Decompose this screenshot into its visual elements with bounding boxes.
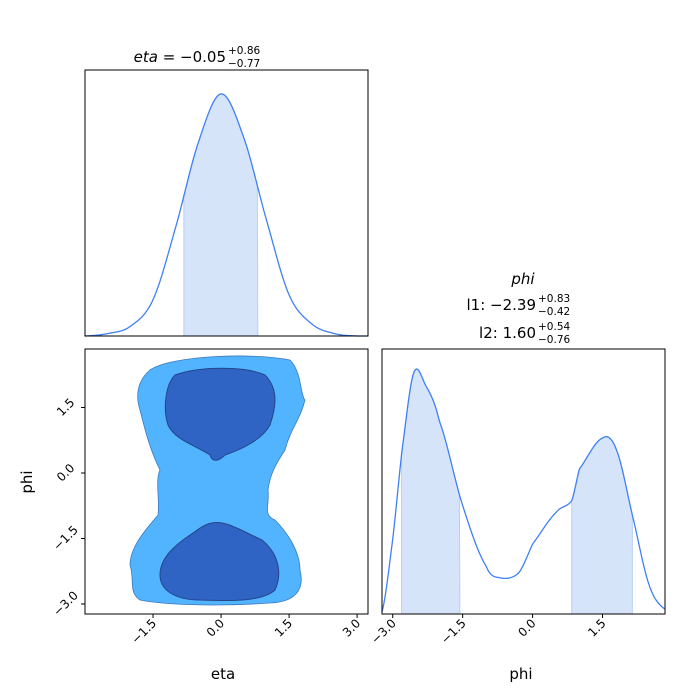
density-curve	[84, 93, 368, 337]
x-axis-label-phi: phi	[509, 665, 532, 683]
phi-l1-minus: −0.42	[538, 306, 570, 318]
eta-title: eta = −0.05	[134, 48, 226, 66]
phi-l1-plus: +0.83	[538, 293, 570, 305]
y-tick-label: 1.5	[54, 395, 77, 418]
x-tick-label: 1.5	[272, 616, 295, 639]
phi-title-l2: l2: 1.60	[479, 324, 536, 342]
density-curve	[381, 368, 665, 612]
phi-marginal-panel: −3.0 −1.5 0.0 1.5	[368, 348, 666, 647]
x-tick-label: 0.0	[204, 616, 227, 639]
credible-interval-fill	[571, 436, 633, 615]
x-axis-label-eta: eta	[211, 665, 235, 683]
x-tick-label: −1.5	[438, 616, 469, 647]
inner-contour-upper	[164, 367, 276, 461]
y-tick-label: 0.0	[54, 461, 77, 484]
x-tick-label: −3.0	[368, 616, 399, 647]
y-tick-label: −1.5	[50, 523, 81, 554]
axes-frame	[381, 348, 666, 615]
credible-interval-fill	[401, 368, 461, 615]
inner-contour-lower	[159, 521, 280, 602]
eta-title-plus: +0.86	[228, 45, 260, 57]
y-axis-label-phi: phi	[18, 470, 36, 493]
phi-l2-plus: +0.54	[538, 321, 570, 333]
phi-title-l1: l1: −2.39	[466, 296, 536, 314]
credible-interval-fill	[183, 93, 259, 337]
x-tick-label: 0.0	[515, 616, 538, 639]
axes-frame	[84, 348, 369, 615]
axes-frame	[84, 69, 369, 337]
eta-title-minus: −0.77	[228, 58, 260, 70]
phi-title: phi	[510, 270, 535, 288]
x-tick-label: 1.5	[585, 616, 608, 639]
x-tick-label: −1.5	[129, 616, 160, 647]
y-tick-label: −3.0	[50, 588, 81, 619]
eta-marginal-panel	[84, 69, 369, 337]
eta-phi-contour-panel: −1.5 0.0 1.5 3.0 1.5 0.0 −1.5 −3.0	[50, 348, 369, 647]
x-tick-label: 3.0	[340, 616, 363, 639]
phi-l2-minus: −0.76	[538, 334, 570, 346]
